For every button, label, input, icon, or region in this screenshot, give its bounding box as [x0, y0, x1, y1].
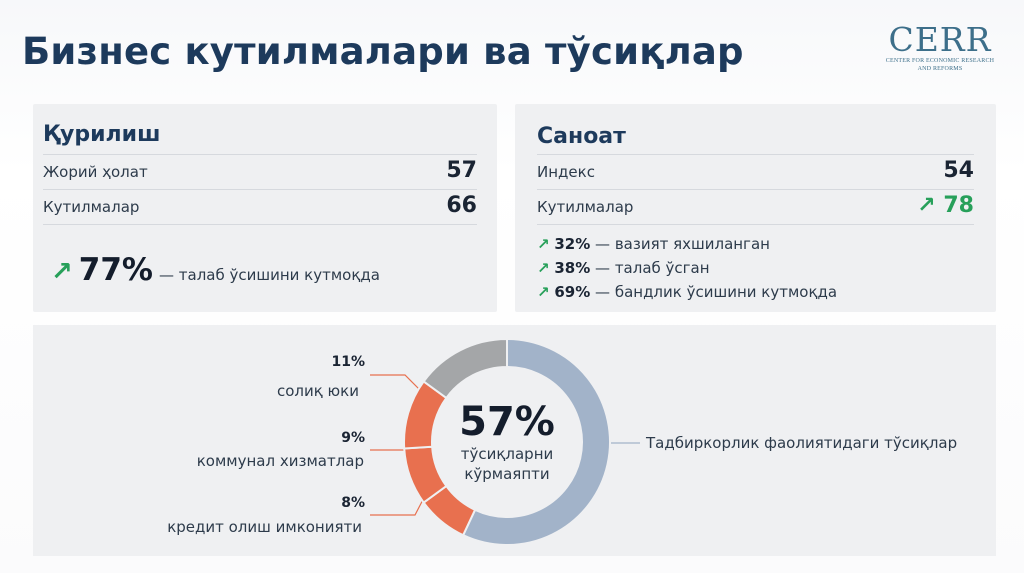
industry-stat: ↗ 38% — талаб ўсган: [537, 259, 710, 277]
row-value: 57: [446, 158, 477, 183]
construction-title: Қурилиш: [43, 122, 161, 147]
arrow-up-right-icon: ↗: [537, 259, 550, 277]
row-label: Кутилмалар: [43, 198, 140, 216]
stat-text: — бандлик ўсишини кутмоқда: [595, 283, 838, 301]
logo-text: CERR: [888, 20, 992, 59]
stat-text: — талаб ўсган: [595, 259, 710, 277]
donut-center: 57% тўсиқларни кўрмаяпти: [447, 400, 567, 484]
industry-stat: ↗ 69% — бандлик ўсишини кутмоқда: [537, 283, 837, 301]
industry-row-expectations: Кутилмалар ↗ 78: [537, 189, 974, 225]
leader-line-utilities: [370, 447, 409, 451]
slice-pct-tax: 11%: [331, 354, 365, 370]
industry-card: Саноат Индекс 54 Кутилмалар ↗ 78 ↗ 32% —…: [515, 104, 996, 312]
donut-slice: [422, 337, 508, 400]
chart-title: Тадбиркорлик фаолиятидаги тўсиқлар: [646, 434, 958, 452]
stat-value: 32%: [554, 235, 591, 253]
cerr-logo: CERR Center for Economic Research and Re…: [880, 22, 1000, 74]
slice-label-credit: кредит олиш имконияти: [167, 518, 362, 536]
logo-subtitle: Center for Economic Research and Reforms: [885, 58, 995, 72]
industry-row-index: Индекс 54: [537, 154, 974, 189]
row-label: Индекс: [537, 163, 595, 181]
row-value: ↗ 78: [917, 193, 974, 218]
construction-highlight: ↗ 77% — талаб ўсишини кутмоқда: [51, 252, 380, 288]
highlight-text: — талаб ўсишини кутмоқда: [159, 266, 380, 284]
row-value: 66: [446, 193, 477, 218]
slice-pct-utilities: 9%: [341, 430, 365, 446]
industry-title: Саноат: [537, 124, 626, 149]
row-value-number: 78: [943, 193, 974, 218]
construction-row-expectations: Кутилмалар 66: [43, 189, 477, 225]
slice-label-tax: солиқ юки: [276, 382, 359, 400]
stat-value: 69%: [554, 283, 591, 301]
slice-label-utilities: коммунал хизматлар: [196, 452, 364, 470]
construction-row-current: Жорий ҳолат 57: [43, 154, 477, 189]
row-label: Кутилмалар: [537, 198, 634, 216]
center-text-line: тўсиқларни: [460, 445, 554, 463]
page-title: Бизнес кутилмалари ва тўсиқлар: [22, 30, 744, 73]
stat-text: — вазият яхшиланган: [595, 235, 770, 253]
row-value: 54: [943, 158, 974, 183]
center-value: 57%: [459, 399, 555, 445]
row-label: Жорий ҳолат: [43, 163, 148, 181]
arrow-up-right-icon: ↗: [51, 257, 73, 287]
industry-stat: ↗ 32% — вазият яхшиланган: [537, 235, 770, 253]
stat-value: 38%: [554, 259, 591, 277]
center-text-line: кўрмаяпти: [464, 465, 550, 483]
construction-card: Қурилиш Жорий ҳолат 57 Кутилмалар 66 ↗ 7…: [33, 104, 497, 312]
donut-slice: [461, 337, 611, 546]
highlight-value: 77%: [78, 252, 153, 288]
arrow-up-right-icon: ↗: [537, 235, 550, 253]
arrow-up-right-icon: ↗: [537, 283, 550, 301]
slice-pct-credit: 8%: [341, 495, 365, 511]
arrow-up-right-icon: ↗: [917, 193, 944, 218]
